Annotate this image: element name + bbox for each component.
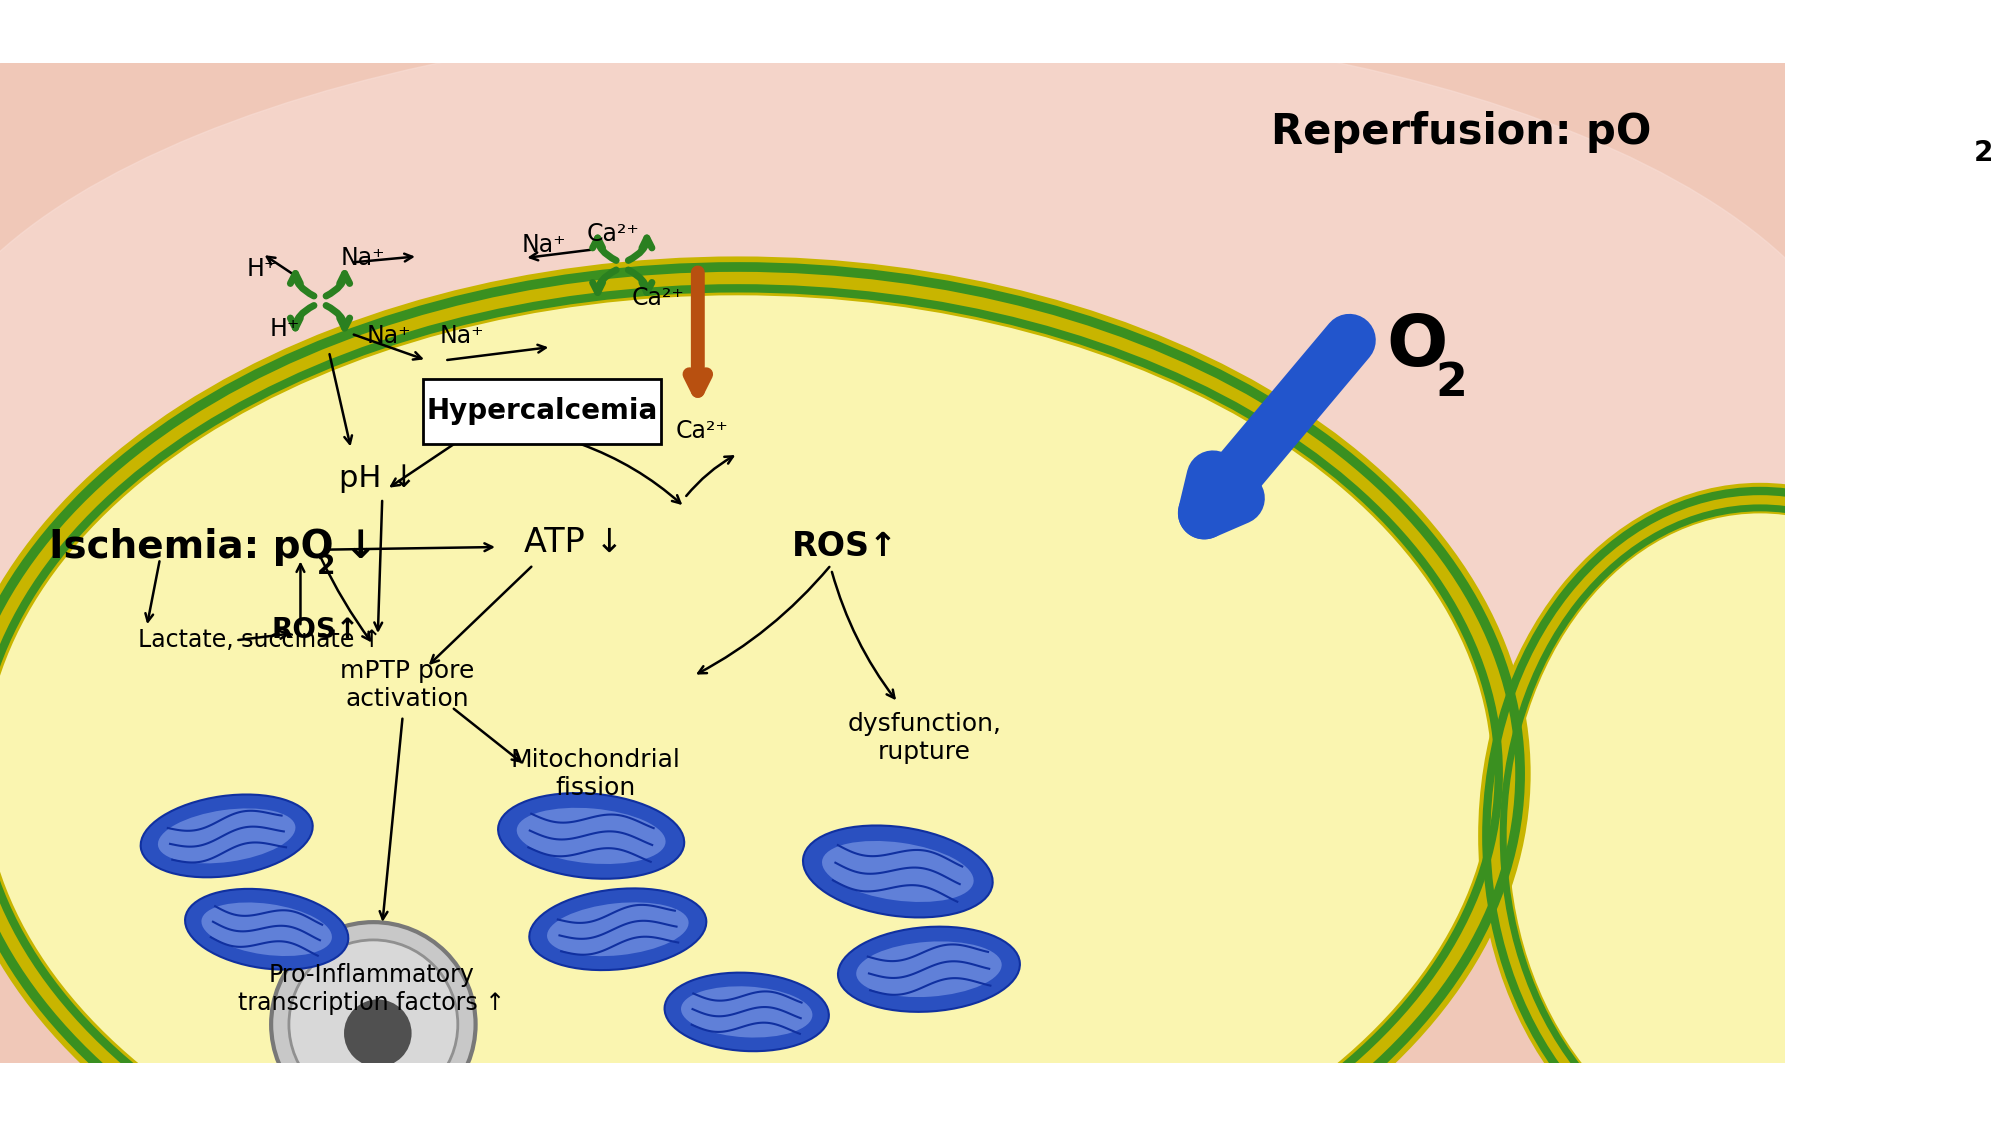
- Ellipse shape: [1493, 498, 2007, 1126]
- Ellipse shape: [140, 795, 313, 877]
- Text: 2: 2: [1435, 361, 1467, 406]
- Ellipse shape: [803, 825, 991, 918]
- Text: ↑: ↑: [1991, 110, 2007, 153]
- Text: Na⁺: Na⁺: [367, 324, 411, 348]
- Text: Pro-Inflammatory
transcription factors ↑: Pro-Inflammatory transcription factors ↑: [239, 963, 506, 1015]
- Ellipse shape: [201, 902, 331, 956]
- Text: ATP ↓: ATP ↓: [524, 526, 622, 558]
- Ellipse shape: [530, 888, 706, 971]
- Circle shape: [343, 1000, 411, 1067]
- Text: 2: 2: [1973, 138, 1991, 167]
- Circle shape: [289, 940, 458, 1109]
- Ellipse shape: [516, 807, 664, 864]
- Ellipse shape: [664, 973, 829, 1052]
- Text: dysfunction,
rupture: dysfunction, rupture: [847, 713, 1001, 765]
- Text: Lactate, succinate ↑: Lactate, succinate ↑: [138, 628, 381, 652]
- Text: Mitochondrial
fission: Mitochondrial fission: [510, 748, 680, 799]
- Ellipse shape: [185, 888, 347, 969]
- Text: Na⁺: Na⁺: [341, 247, 385, 270]
- Text: O: O: [1387, 313, 1447, 382]
- Text: Na⁺: Na⁺: [440, 324, 484, 348]
- Text: Ischemia: pO: Ischemia: pO: [48, 528, 333, 566]
- Ellipse shape: [0, 18, 1867, 819]
- Ellipse shape: [0, 276, 1511, 1126]
- Text: pH ↓: pH ↓: [339, 464, 415, 493]
- Text: ROS↑: ROS↑: [271, 616, 359, 644]
- Text: Hypercalcemia: Hypercalcemia: [425, 397, 658, 426]
- Text: Reperfusion: pO: Reperfusion: pO: [1270, 110, 1650, 153]
- Ellipse shape: [546, 902, 688, 956]
- Ellipse shape: [680, 986, 813, 1037]
- Text: Ca²⁺: Ca²⁺: [676, 420, 729, 444]
- Text: Na⁺: Na⁺: [522, 233, 566, 257]
- Text: Ca²⁺: Ca²⁺: [586, 222, 640, 247]
- Text: ROS↑: ROS↑: [791, 530, 897, 563]
- Text: mPTP pore
activation: mPTP pore activation: [339, 659, 474, 711]
- Text: H⁺: H⁺: [247, 257, 277, 280]
- Text: ↓: ↓: [331, 528, 377, 566]
- Ellipse shape: [498, 793, 684, 878]
- Ellipse shape: [159, 808, 295, 864]
- Ellipse shape: [837, 927, 1020, 1012]
- Text: Ca²⁺: Ca²⁺: [630, 286, 684, 310]
- FancyBboxPatch shape: [423, 379, 660, 444]
- Text: H⁺: H⁺: [269, 318, 299, 341]
- Ellipse shape: [855, 941, 1001, 998]
- Circle shape: [271, 922, 476, 1126]
- Text: 2: 2: [317, 554, 335, 580]
- Ellipse shape: [821, 841, 973, 902]
